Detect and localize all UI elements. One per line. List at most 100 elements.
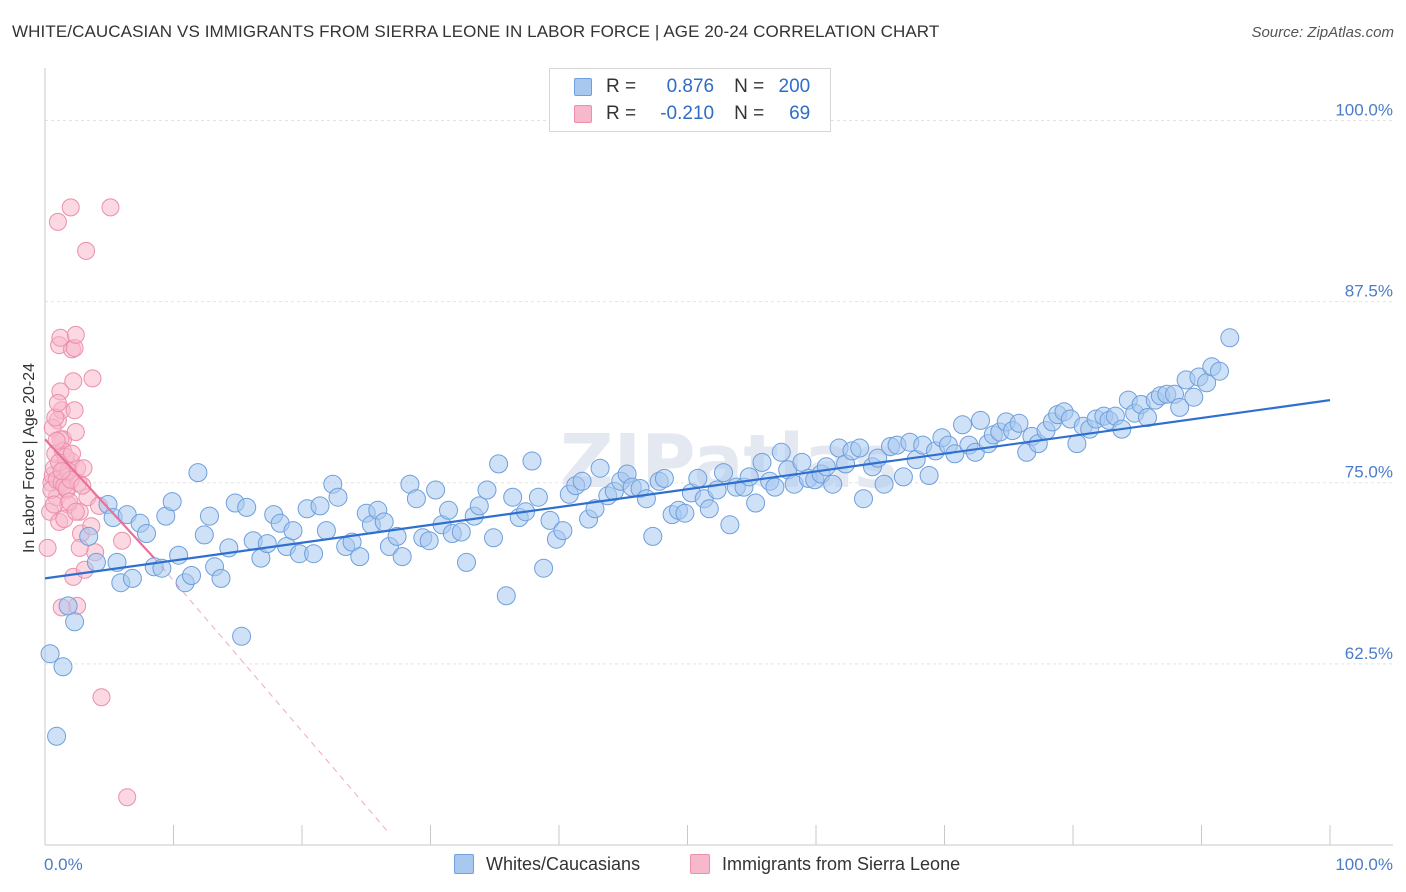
point-whites xyxy=(316,521,336,541)
legend-r-value: 0.876 xyxy=(666,76,715,97)
chart-title: WHITE/CAUCASIAN VS IMMIGRANTS FROM SIERR… xyxy=(12,22,940,41)
point-whites xyxy=(374,512,394,532)
grid-lines xyxy=(45,119,1393,665)
legend-row-whites: R = 0.876 N = 200 xyxy=(574,75,810,99)
legend-row-sierra-leone: R = -0.210 N = 69 xyxy=(574,102,810,126)
point-whites xyxy=(1170,397,1190,417)
point-whites xyxy=(451,522,471,542)
point-whites xyxy=(540,510,560,530)
point-whites xyxy=(699,499,719,519)
trend-extension-sierra-leone xyxy=(153,557,388,831)
point-whites xyxy=(675,503,695,523)
y-tick-label: 75.0% xyxy=(1345,463,1393,482)
point-sierra-leone xyxy=(65,401,84,420)
bottom-legend-label: Immigrants from Sierra Leone xyxy=(722,853,961,874)
point-sierra-leone xyxy=(118,788,137,807)
y-tick-label: 100.0% xyxy=(1335,100,1393,119)
point-whites xyxy=(823,474,843,494)
point-whites xyxy=(771,442,791,462)
point-whites xyxy=(310,496,330,516)
bottom-legend-whites: Whites/Caucasians xyxy=(454,852,640,876)
bottom-legend-sierra-leone: Immigrants from Sierra Leone xyxy=(690,852,960,876)
point-whites xyxy=(350,547,370,567)
point-sierra-leone xyxy=(101,198,120,217)
point-whites xyxy=(720,515,740,535)
point-whites xyxy=(752,452,772,472)
y-tick-labels: 62.5% 75.0% 87.5% 100.0% xyxy=(1335,100,1393,662)
point-whites xyxy=(1184,387,1204,407)
point-whites xyxy=(137,524,156,543)
trend-lines xyxy=(44,399,1331,831)
point-sierra-leone xyxy=(73,476,92,495)
point-whites xyxy=(534,558,554,578)
legend-r-label: R = xyxy=(606,103,637,124)
x-tick-labels: 0.0% 100.0% xyxy=(44,855,1393,874)
x-tick-label-end: 100.0% xyxy=(1335,855,1393,874)
point-sierra-leone xyxy=(113,531,132,550)
point-whites xyxy=(688,468,708,488)
point-whites xyxy=(590,458,610,478)
point-whites xyxy=(636,489,656,509)
point-whites xyxy=(893,467,913,487)
point-whites xyxy=(122,568,142,588)
point-whites xyxy=(79,526,99,546)
legend-n-label: N = xyxy=(734,76,765,97)
series-whites-caucasians xyxy=(40,328,1240,746)
bottom-legend-swatch-pink xyxy=(690,854,710,874)
point-whites xyxy=(477,480,497,500)
point-whites xyxy=(194,525,214,545)
x-tick-label-start: 0.0% xyxy=(44,855,83,874)
point-whites xyxy=(86,552,106,572)
point-sierra-leone xyxy=(64,372,83,391)
point-whites xyxy=(496,586,516,606)
legend-n-value: 69 xyxy=(789,103,811,124)
point-whites xyxy=(392,547,412,567)
point-whites xyxy=(211,568,231,588)
trend-line-whites xyxy=(44,399,1331,580)
point-whites xyxy=(200,506,219,526)
point-whites xyxy=(746,493,766,513)
point-whites xyxy=(406,489,426,509)
point-whites xyxy=(484,528,503,548)
point-sierra-leone xyxy=(38,538,57,557)
legend-r-label: R = xyxy=(606,76,637,97)
bottom-legend-swatch-blue xyxy=(454,854,474,874)
point-whites xyxy=(714,463,733,483)
point-whites xyxy=(232,626,252,646)
point-whites xyxy=(654,468,674,488)
point-sierra-leone xyxy=(52,462,71,481)
point-whites xyxy=(765,477,785,497)
point-sierra-leone xyxy=(51,328,70,347)
point-whites xyxy=(874,474,894,494)
point-whites xyxy=(643,526,663,546)
point-whites xyxy=(816,457,836,477)
point-whites xyxy=(854,489,873,509)
y-axis-title: In Labor Force | Age 20-24 xyxy=(21,363,38,553)
point-sierra-leone xyxy=(92,688,111,707)
legend-n-label: N = xyxy=(734,103,765,124)
point-whites xyxy=(237,497,257,517)
point-whites xyxy=(47,726,67,746)
legend-n-value: 200 xyxy=(778,76,811,97)
point-whites xyxy=(457,552,476,572)
legend-r-value: -0.210 xyxy=(660,103,715,124)
point-sierra-leone xyxy=(63,444,81,463)
y-tick-label: 87.5% xyxy=(1345,282,1393,301)
point-whites xyxy=(419,531,439,551)
point-whites xyxy=(387,526,407,546)
point-whites xyxy=(53,657,73,677)
bottom-legend-label: Whites/Caucasians xyxy=(486,853,641,874)
source-credit: Source: ZipAtlas.com xyxy=(1251,24,1394,41)
point-whites xyxy=(971,410,990,430)
point-whites xyxy=(739,467,759,487)
point-whites xyxy=(1009,413,1029,433)
point-whites xyxy=(553,521,573,541)
point-whites xyxy=(489,454,509,474)
point-whites xyxy=(40,644,60,664)
series-immigrants-sierra-leone xyxy=(38,198,137,807)
point-sierra-leone xyxy=(77,241,96,260)
axes xyxy=(44,68,1393,846)
point-whites xyxy=(528,487,548,507)
legend-swatch-pink xyxy=(574,105,592,123)
